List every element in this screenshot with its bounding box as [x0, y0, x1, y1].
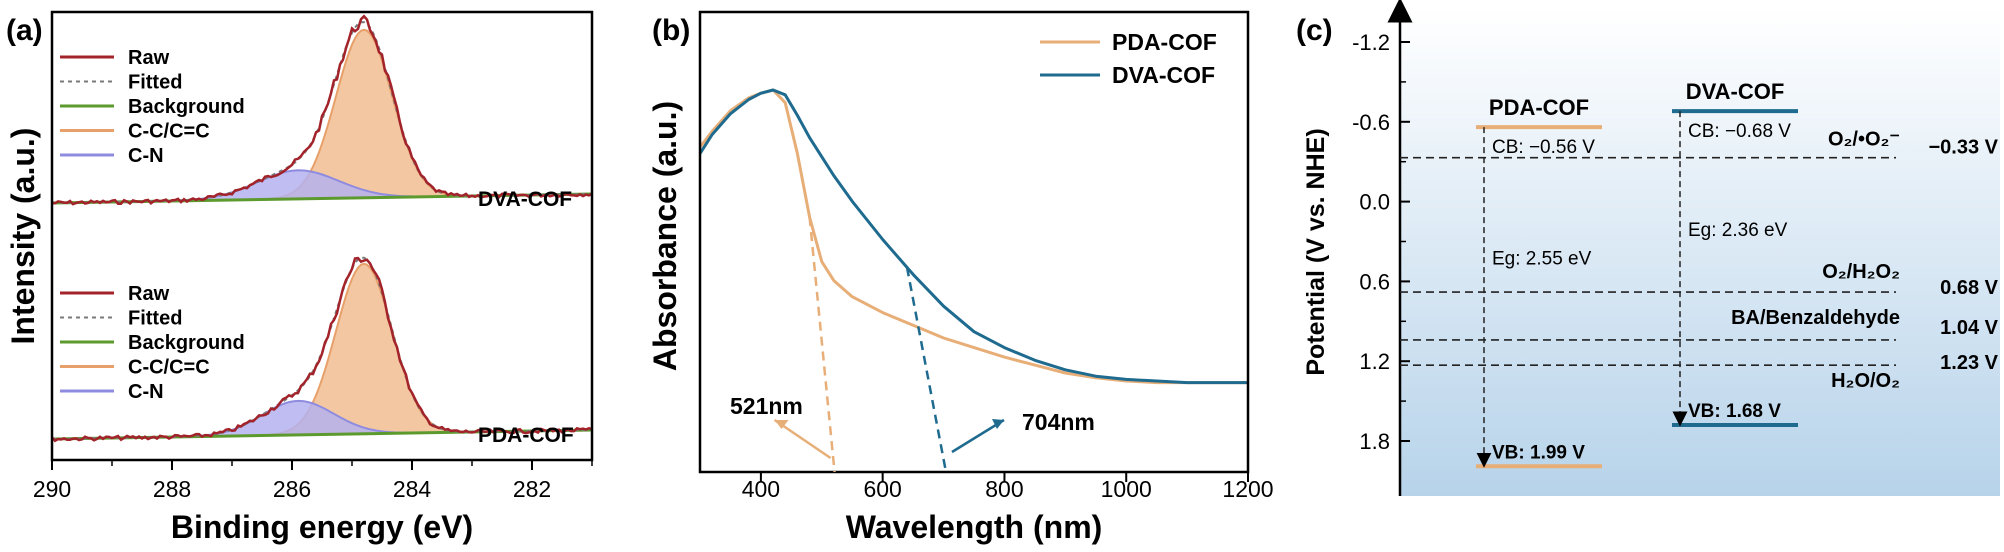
xps-legend-label: Background	[128, 96, 245, 118]
xps-x-ticks: 290 288 286 284 282	[33, 460, 593, 502]
uv-vis-annotation-label: 704nm	[1022, 409, 1095, 435]
reference-level-value: 1.23 V	[1940, 352, 1998, 374]
uv-vis-line-pda-cof	[698, 88, 1248, 385]
vb-label-dva-cof: VB: 1.68 V	[1688, 401, 1781, 422]
uv-vis-x-tick-label: 800	[985, 476, 1023, 502]
xps-x-tick-label: 288	[153, 476, 191, 502]
panel-c: (c) -1.2 -0.6 0.0 0.6 1.2 1.8 Potential (V vs…	[1296, 0, 2000, 496]
potential-tick-label: 1.8	[1359, 429, 1390, 454]
potential-y-ticks: -1.2 -0.6 0.0 0.6 1.2 1.8	[1352, 30, 1410, 454]
reference-level-name: H₂O/O₂	[1831, 370, 1900, 392]
xps-legend-label: C-C/C=C	[128, 357, 210, 379]
uv-vis-annotations: 521nm 704nm	[730, 217, 1095, 473]
band-diagram-background	[1400, 8, 2000, 496]
uv-vis-y-axis-label: Absorbance (a.u.)	[647, 101, 683, 371]
panel-a: (a) 290 288 286 284 282 Binding energy (eV) …	[5, 10, 594, 545]
reference-levels: O₂/•O₂⁻ −0.33 V O₂/H₂O₂ 0.68 V BA/Benzaldehy…	[1400, 129, 1999, 392]
panel-b: (b) 400 600 800 1000 1200 Wavelength (nm) Ab…	[647, 10, 1274, 545]
potential-tick-label: -1.2	[1352, 30, 1390, 55]
xps-legend-label: C-N	[128, 381, 164, 403]
uv-vis-legend: PDA-COF DVA-COF	[1040, 29, 1217, 88]
band-edges: PDA-COF CB: −0.56 V Eg: 2.55 eV VB: 1.99 V D…	[1476, 79, 1798, 469]
uv-vis-plot-area	[698, 88, 1248, 385]
potential-axis-label: Potential (V vs. NHE)	[1302, 128, 1330, 375]
reference-level-name: O₂/H₂O₂	[1822, 261, 1900, 283]
potential-tick-label: 0.0	[1359, 190, 1390, 215]
vb-label-pda-cof: VB: 1.99 V	[1492, 442, 1585, 463]
reference-level-name: O₂/•O₂⁻	[1828, 129, 1900, 151]
xps-raw-dva-cof	[51, 14, 593, 206]
xps-legend-label: C-N	[128, 145, 164, 167]
uv-vis-annotation-arrowhead	[774, 420, 789, 429]
panel-a-label: (a)	[6, 14, 43, 47]
reference-level-value: 1.04 V	[1940, 317, 1998, 339]
xps-legend-label: C-C/C=C	[128, 121, 210, 143]
xps-x-tick-label: 284	[393, 476, 432, 502]
xps-x-tick-label: 290	[33, 476, 71, 502]
uv-vis-tangent-dva-cof	[905, 267, 948, 473]
xps-y-axis-label: Intensity (a.u.)	[5, 128, 41, 345]
reference-level-value: 0.68 V	[1940, 277, 1998, 299]
xps-x-tick-label: 286	[273, 476, 311, 502]
cb-label-dva-cof: CB: −0.68 V	[1688, 121, 1791, 142]
uv-vis-x-axis-label: Wavelength (nm)	[846, 509, 1103, 545]
reference-level-name: BA/Benzaldehyde	[1731, 307, 1900, 329]
reference-level-value: −0.33 V	[1928, 137, 1998, 159]
xps-raw-pda-cof	[51, 256, 593, 443]
xps-legend-label: Fitted	[128, 308, 182, 330]
xps-sample-label-dva: DVA-COF	[478, 188, 572, 211]
xps-legend-label: Raw	[128, 283, 170, 305]
uv-vis-legend-label: PDA-COF	[1112, 29, 1217, 55]
xps-legend-label: Raw	[128, 47, 170, 69]
xps-axes-frame	[50, 10, 594, 462]
uv-vis-axes-frame	[698, 10, 1250, 474]
potential-tick-label: -0.6	[1352, 110, 1390, 135]
xps-legend-label: Fitted	[128, 72, 182, 94]
panel-c-label: (c)	[1296, 14, 1333, 47]
uv-vis-x-ticks: 400 600 800 1000 1200	[742, 472, 1274, 502]
material-name-dva-cof: DVA-COF	[1686, 79, 1785, 104]
uv-vis-tangent-pda-cof	[808, 217, 836, 473]
uv-vis-annotation-arrowhead	[991, 419, 1004, 429]
xps-legend-label: Background	[128, 332, 245, 354]
uv-vis-line-dva-cof	[698, 88, 1248, 385]
uv-vis-x-tick-label: 600	[863, 476, 901, 502]
xps-x-tick-label: 282	[513, 476, 551, 502]
cb-label-pda-cof: CB: −0.56 V	[1492, 137, 1595, 158]
uv-vis-x-tick-label: 400	[742, 476, 780, 502]
uv-vis-legend-label: DVA-COF	[1112, 62, 1215, 88]
eg-label-dva-cof: Eg: 2.36 eV	[1688, 220, 1788, 241]
material-name-pda-cof: PDA-COF	[1489, 95, 1589, 120]
xps-sample-label-pda: PDA-COF	[478, 424, 574, 447]
uv-vis-x-tick-label: 1200	[1222, 476, 1273, 502]
potential-tick-label: 0.6	[1359, 269, 1390, 294]
panel-b-label: (b)	[652, 14, 690, 47]
xps-plot-area	[51, 14, 593, 443]
eg-label-pda-cof: Eg: 2.55 eV	[1492, 249, 1592, 270]
uv-vis-x-tick-label: 1000	[1101, 476, 1152, 502]
uv-vis-annotation-label: 521nm	[730, 393, 803, 419]
potential-tick-label: 1.2	[1359, 349, 1390, 374]
xps-x-axis-label: Binding energy (eV)	[171, 509, 473, 545]
uv-vis-annotation-arrow	[773, 418, 832, 460]
